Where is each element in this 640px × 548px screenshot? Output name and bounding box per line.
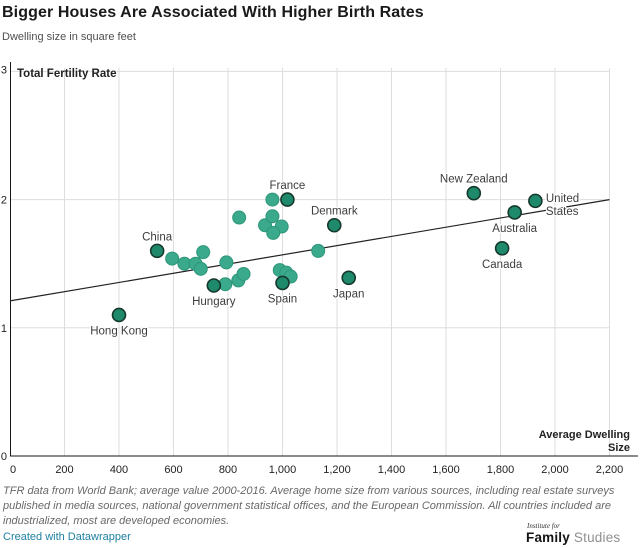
data-point-hong-kong[interactable]	[111, 307, 127, 323]
country-label-hong-kong: Hong Kong	[90, 325, 148, 337]
logo-studies: Studies	[573, 530, 621, 545]
y-axis-title: Total Fertility Rate	[17, 68, 116, 80]
x-tick-label: 0	[10, 464, 16, 476]
source-note: TFR data from World Bank; average value …	[3, 485, 615, 528]
x-tick-label: 2,200	[596, 464, 624, 476]
data-point-france[interactable]	[280, 192, 295, 207]
y-tick-label: 3	[1, 64, 7, 76]
x-tick-label: 2,000	[541, 464, 569, 476]
y-tick-label: 0	[1, 451, 7, 463]
country-label-canada: Canada	[482, 259, 523, 271]
x-tick-label: 200	[55, 464, 73, 476]
x-axis-title-line1: Average Dwelling	[539, 429, 630, 441]
y-tick-label: 2	[1, 195, 7, 207]
country-label-spain: Spain	[268, 293, 297, 305]
data-point-spain[interactable]	[275, 275, 290, 291]
country-label-australia: Australia	[492, 223, 537, 235]
country-label-new-zealand: New Zealand	[440, 174, 508, 186]
data-point[interactable]	[165, 251, 180, 266]
data-point-japan[interactable]	[341, 270, 357, 286]
data-point[interactable]	[265, 192, 280, 207]
data-point-hungary[interactable]	[206, 278, 222, 293]
y-tick-label: 1	[1, 323, 7, 335]
data-point-denmark[interactable]	[326, 217, 342, 233]
x-tick-label: 1,200	[323, 464, 351, 476]
x-tick-label: 600	[164, 464, 182, 476]
country-label-china: China	[142, 231, 173, 243]
data-point[interactable]	[196, 245, 211, 260]
logo-family: Family	[526, 530, 570, 545]
country-labels: Hong Kong China Hungary Spain Japan France Den…	[89, 172, 580, 338]
chart-subtitle: Dwelling size in square feet	[2, 31, 136, 43]
x-tick-label: 400	[110, 464, 128, 476]
x-axis-title-line2: Size	[608, 442, 630, 454]
data-points	[111, 185, 543, 323]
family-studies-logo: Institute for Family Studies	[526, 522, 636, 545]
gridlines	[10, 68, 610, 456]
x-tick-label: 800	[219, 464, 237, 476]
data-point[interactable]	[219, 255, 234, 270]
data-point[interactable]	[265, 209, 280, 224]
data-point-new-zealand[interactable]	[466, 185, 482, 201]
data-point[interactable]	[236, 266, 251, 281]
x-tick-label: 1,600	[432, 464, 460, 476]
chart-title: Bigger Houses Are Associated With Higher…	[2, 4, 424, 21]
data-point[interactable]	[193, 261, 208, 276]
logo-family-studies: Family Studies	[526, 530, 636, 545]
x-tick-label: 1,000	[269, 464, 297, 476]
data-point-united-states[interactable]	[528, 193, 543, 209]
x-tick-label: 1,400	[378, 464, 406, 476]
axis-tick-labels: 0 200 400 600 800 1,000 1,200 1,400 1,600 1,800 2,…	[1, 64, 623, 476]
country-label-united-states: United States	[546, 193, 579, 218]
datawrapper-attribution-link[interactable]: Created with Datawrapper	[3, 531, 131, 543]
country-label-japan: Japan	[333, 288, 364, 300]
country-label-hungary: Hungary	[192, 296, 236, 308]
x-tick-label: 1,800	[487, 464, 515, 476]
logo-institute-for: Institute for	[527, 522, 560, 530]
country-label-france: France	[270, 180, 306, 192]
data-point[interactable]	[232, 210, 247, 225]
data-point[interactable]	[311, 243, 326, 258]
data-point-australia[interactable]	[507, 205, 522, 220]
data-point-canada[interactable]	[494, 241, 510, 256]
country-label-denmark: Denmark	[311, 206, 358, 218]
data-point[interactable]	[266, 225, 281, 240]
data-point-china[interactable]	[149, 243, 165, 259]
